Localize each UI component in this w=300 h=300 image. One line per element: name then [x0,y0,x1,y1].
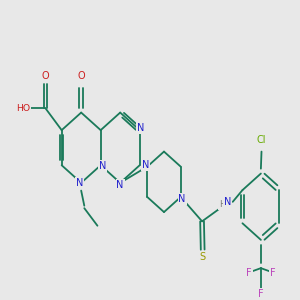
Text: N: N [99,161,106,171]
Text: O: O [42,71,49,82]
Text: N: N [116,180,124,190]
Text: N: N [137,123,145,133]
Text: Cl: Cl [257,135,266,146]
Text: F: F [258,289,264,298]
Text: N: N [224,197,231,207]
Text: F: F [270,268,276,278]
Text: HO: HO [16,104,30,113]
Text: O: O [77,71,85,82]
Text: N: N [178,194,186,204]
Text: N: N [142,160,150,170]
Text: N: N [76,178,84,188]
Text: S: S [200,252,206,262]
Text: F: F [246,268,252,278]
Text: H: H [219,200,225,209]
